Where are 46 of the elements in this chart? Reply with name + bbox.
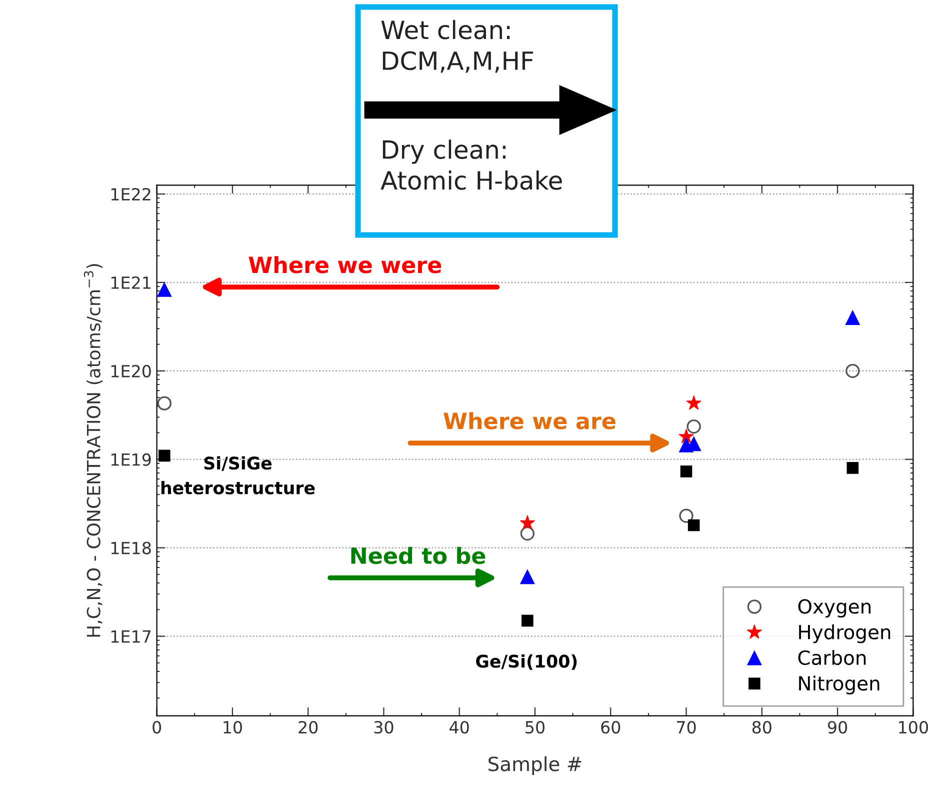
point <box>157 396 172 410</box>
point <box>679 508 694 523</box>
point <box>157 282 172 297</box>
point <box>678 428 694 444</box>
annotation: Si/SiGe heterostructure <box>161 456 315 494</box>
annotation: Ge/Si(100) <box>476 654 577 670</box>
x-tick-label: 90 <box>828 720 848 734</box>
x-tick-label: 60 <box>601 720 620 734</box>
y-tick-label: 1E19 <box>111 453 151 466</box>
point <box>846 462 859 474</box>
point <box>520 515 536 530</box>
x-tick-label: 50 <box>526 720 544 734</box>
text: Wet clean: DCM,A,M,HF <box>381 20 533 73</box>
point <box>686 419 701 434</box>
legend-label: Carbon <box>798 650 866 666</box>
point <box>680 466 692 478</box>
annotation: Dry clean: Atomic H-bake <box>380 140 562 190</box>
x-tick-label: 30 <box>374 720 394 734</box>
point <box>520 526 535 541</box>
y-tick-label: 1E22 <box>111 188 150 200</box>
legend-label: Hydrogen <box>799 624 890 644</box>
legend-label: Oxygen <box>798 599 870 618</box>
x-tick-label: 40 <box>450 720 469 734</box>
legend-label: Nitrogen <box>799 676 880 694</box>
x-tick-label: 10 <box>224 720 242 734</box>
y-axis-title: H,C,N,O - CONCENTRATION (atoms/cm$^{−3}$) <box>84 264 103 637</box>
annotation: Where we were <box>248 256 442 274</box>
point <box>846 364 860 378</box>
point <box>158 450 170 462</box>
point <box>686 395 702 410</box>
point <box>845 310 860 325</box>
point <box>520 570 535 584</box>
point <box>688 519 700 532</box>
y-tick-label: 1E20 <box>111 364 151 378</box>
point <box>522 614 534 627</box>
x-tick-label: 100 <box>899 720 928 734</box>
x-axis-title: Sample # <box>488 756 582 776</box>
y-tick-label: 1E21 <box>111 276 150 289</box>
x-tick-label: 0 <box>152 720 162 734</box>
x-tick-label: 70 <box>677 720 696 734</box>
annotation: Where we are <box>444 412 616 430</box>
x-tick-label: 20 <box>298 720 318 734</box>
annotation: Need to be <box>351 546 486 564</box>
y-tick-label: 1E17 <box>111 630 151 643</box>
y-tick-label: 1E18 <box>111 542 151 554</box>
x-tick-label: 80 <box>752 720 772 734</box>
